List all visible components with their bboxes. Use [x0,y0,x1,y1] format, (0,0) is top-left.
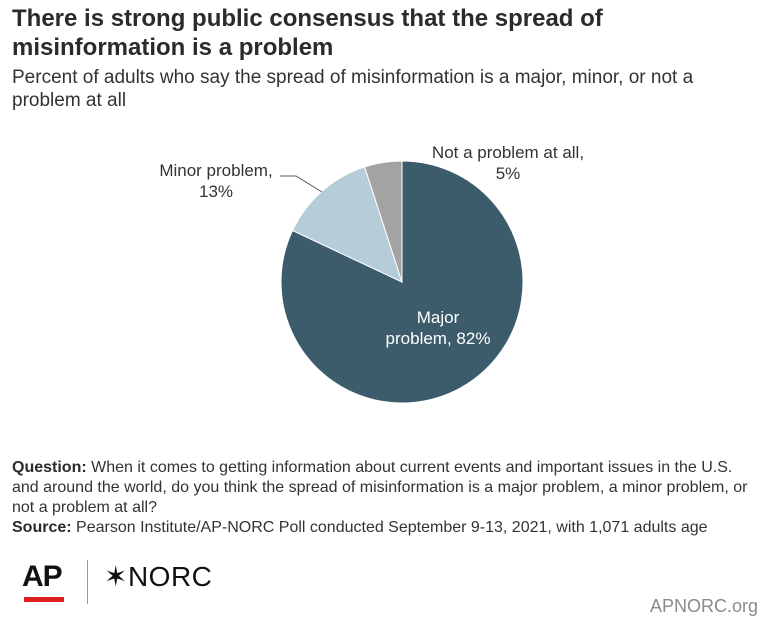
slice-label-minor-value: 13% [199,182,233,201]
ap-logo-accent-bar [24,597,64,602]
logo-divider [87,560,88,604]
source-line: Source: Pearson Institute/AP-NORC Poll c… [12,518,760,538]
source-label: Source: [12,519,72,536]
chart-subtitle: Percent of adults who say the spread of … [12,67,694,111]
slice-label-major: Major [417,308,460,327]
footnote: Question: When it comes to getting infor… [12,458,760,538]
question-line: Question: When it comes to getting infor… [12,458,760,518]
minor-leader-line [280,175,323,193]
norc-logo: ✶NORC [104,561,213,592]
pie-slice-minor [291,166,403,283]
pie-slice-not [363,160,403,283]
question-text: When it comes to getting information abo… [12,459,748,516]
slice-label-not: Not a problem at all, [432,143,584,162]
site-url: APNORC.org [649,596,758,616]
ap-logo: AP [22,560,63,593]
slice-label-not-value: 5% [496,164,521,183]
question-label: Question: [12,459,87,476]
chart-title: There is strong public consensus that th… [12,5,603,61]
slice-label-major-value: problem, 82% [386,329,491,348]
source-text: Pearson Institute/AP-NORC Poll conducted… [76,519,708,536]
slice-label-minor: Minor problem, [159,161,272,180]
